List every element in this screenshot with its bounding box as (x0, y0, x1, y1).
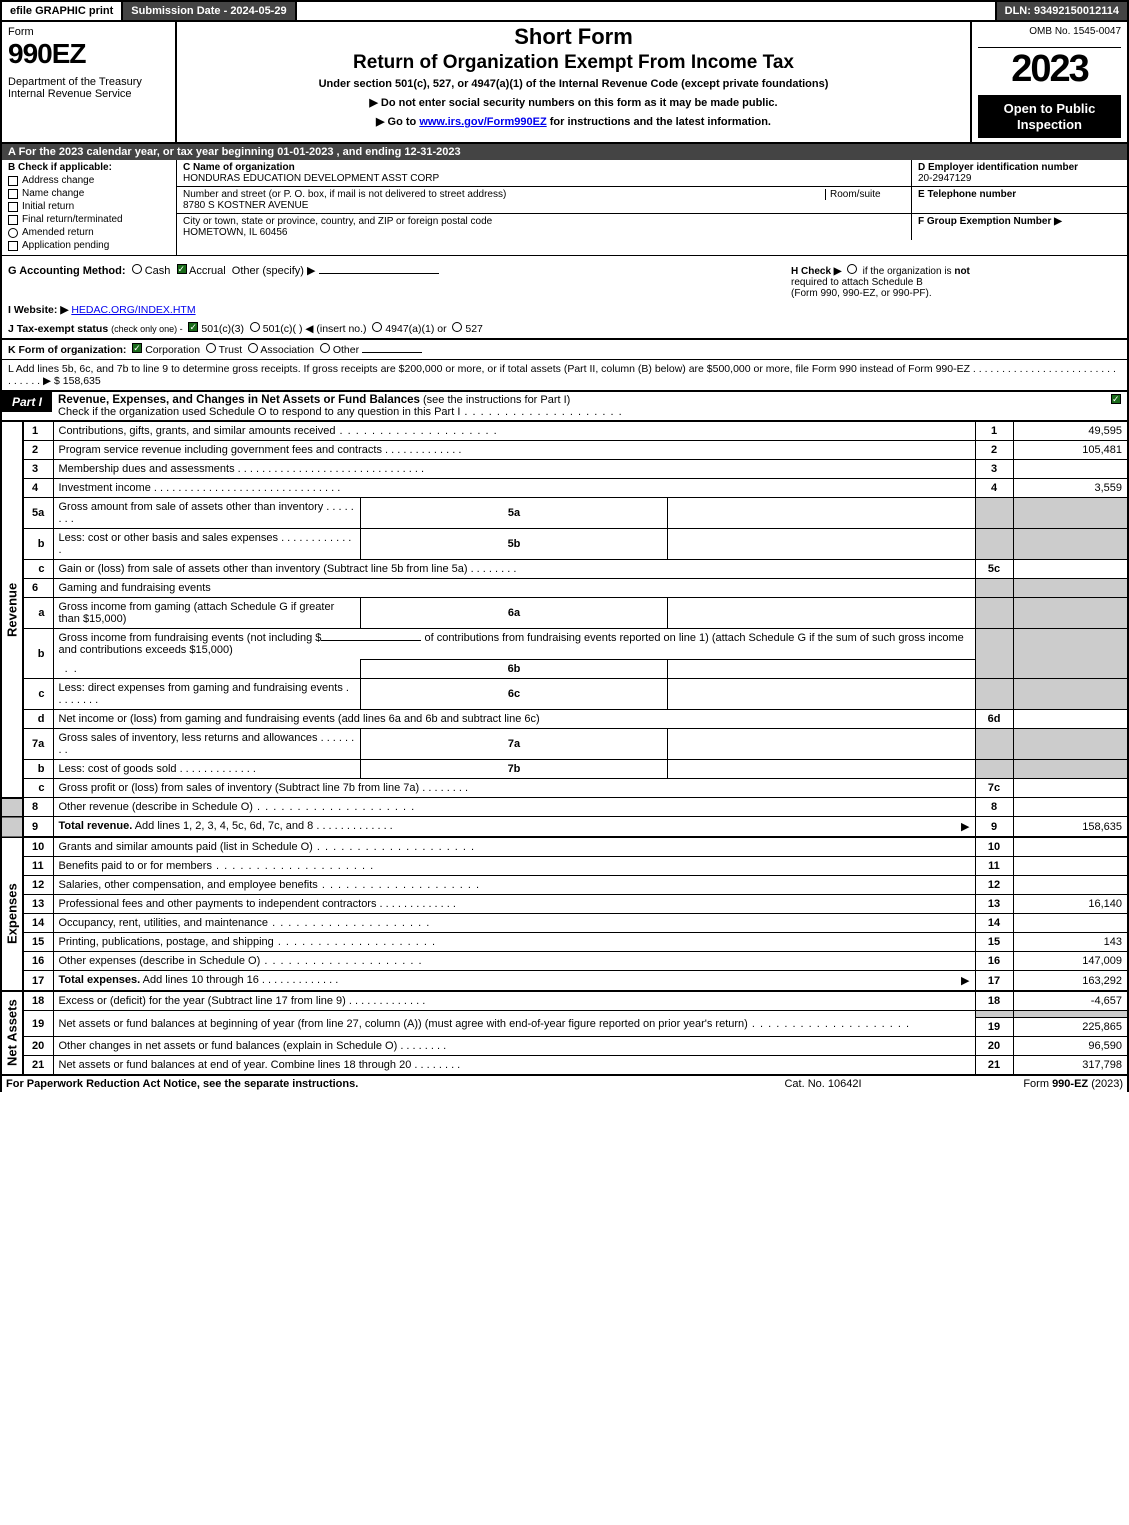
chk-other-org[interactable] (320, 343, 330, 353)
acct-cash[interactable] (132, 264, 142, 274)
chk-501c3[interactable] (188, 322, 198, 332)
chk-application-pending[interactable] (8, 241, 18, 251)
submission-date: Submission Date - 2024-05-29 (123, 2, 296, 20)
chk-schedule-o-part1[interactable] (1111, 394, 1121, 404)
dln: DLN: 93492150012114 (995, 2, 1127, 20)
line-a-tax-year: A For the 2023 calendar year, or tax yea… (0, 144, 1129, 160)
amt-line-13: 16,140 (1013, 895, 1128, 914)
amt-line-20: 96,590 (1013, 1037, 1128, 1056)
efile-print[interactable]: efile GRAPHIC print (2, 2, 123, 20)
form-footer: Form 990-EZ (2023) (923, 1078, 1123, 1090)
chk-501c[interactable] (250, 322, 260, 332)
form-header: Form 990EZ Department of the Treasury In… (0, 22, 1129, 144)
form-number: 990EZ (8, 38, 169, 70)
amt-line-14 (1013, 914, 1128, 933)
amt-line-17: 163,292 (1013, 971, 1128, 992)
part-1-header: Part I Revenue, Expenses, and Changes in… (0, 391, 1129, 421)
section-i-website: I Website: ▶ HEDAC.ORG/INDEX.HTM (0, 301, 1129, 319)
amt-line-8 (1013, 798, 1128, 817)
acct-accrual[interactable] (177, 264, 187, 274)
chk-amended-return[interactable] (8, 228, 18, 238)
paperwork-notice: For Paperwork Reduction Act Notice, see … (6, 1078, 723, 1090)
tax-year: 2023 (978, 48, 1121, 91)
return-title: Return of Organization Exempt From Incom… (183, 52, 964, 74)
instr-goto: ▶ Go to www.irs.gov/Form990EZ for instru… (183, 115, 964, 128)
website-link[interactable]: HEDAC.ORG/INDEX.HTM (71, 304, 195, 316)
amt-line-1: 49,595 (1013, 422, 1128, 441)
city-state-zip: HOMETOWN, IL 60456 (183, 227, 905, 238)
amt-line-5a-box (668, 498, 975, 529)
lines-table: Revenue 1 Contributions, gifts, grants, … (0, 421, 1129, 1076)
amt-line-16: 147,009 (1013, 952, 1128, 971)
amt-line-6c-box (668, 679, 975, 710)
section-b-check-applicable: B Check if applicable: Address change Na… (2, 160, 177, 255)
irs-link[interactable]: www.irs.gov/Form990EZ (419, 116, 546, 128)
amt-line-6d (1013, 710, 1128, 729)
section-b-through-f: B Check if applicable: Address change Na… (0, 160, 1129, 256)
chk-association[interactable] (248, 343, 258, 353)
short-form-title: Short Form (183, 24, 964, 50)
amt-line-7a-box (668, 729, 975, 760)
street-address: 8780 S KOSTNER AVENUE (183, 200, 905, 211)
open-public-inspection: Open to Public Inspection (978, 95, 1121, 138)
amt-line-12 (1013, 876, 1128, 895)
amt-line-7c (1013, 779, 1128, 798)
chk-527[interactable] (452, 322, 462, 332)
chk-4947a1[interactable] (372, 322, 382, 332)
amt-line-15: 143 (1013, 933, 1128, 952)
amt-line-6a-box (668, 598, 975, 629)
amt-line-18: -4,657 (1013, 991, 1128, 1011)
chk-initial-return[interactable] (8, 202, 18, 212)
vlabel-revenue: Revenue (1, 422, 23, 798)
amt-line-10 (1013, 837, 1128, 857)
amt-line-2: 105,481 (1013, 441, 1128, 460)
acct-other-input[interactable] (319, 273, 439, 274)
amt-line-11 (1013, 857, 1128, 876)
chk-address-change[interactable] (8, 176, 18, 186)
amt-line-5b-box (668, 529, 975, 560)
chk-trust[interactable] (206, 343, 216, 353)
amt-line-3 (1013, 460, 1128, 479)
gross-receipts-total: $ 158,635 (54, 375, 101, 387)
dept-treasury: Department of the Treasury Internal Reve… (8, 76, 169, 100)
form-word: Form (8, 26, 169, 38)
vlabel-net-assets: Net Assets (1, 991, 23, 1075)
amt-line-19: 225,865 (1013, 1018, 1128, 1037)
top-bar: efile GRAPHIC print Submission Date - 20… (0, 0, 1129, 22)
instr-no-ssn: ▶ Do not enter social security numbers o… (183, 96, 964, 109)
amt-line-21: 317,798 (1013, 1056, 1128, 1076)
section-g-h: G Accounting Method: Cash Accrual Other … (0, 256, 1129, 301)
section-l-gross-receipts: L Add lines 5b, 6c, and 7b to line 9 to … (0, 360, 1129, 391)
chk-corporation[interactable] (132, 343, 142, 353)
page-footer: For Paperwork Reduction Act Notice, see … (0, 1076, 1129, 1092)
section-k-form-org: K Form of organization: Corporation Trus… (0, 339, 1129, 360)
org-name: HONDURAS EDUCATION DEVELOPMENT ASST CORP (183, 173, 905, 184)
amt-line-6b-box (668, 660, 975, 679)
chk-h-not-required[interactable] (847, 264, 857, 274)
amt-line-5c (1013, 560, 1128, 579)
chk-name-change[interactable] (8, 189, 18, 199)
ein: 20-2947129 (918, 173, 1121, 184)
section-j-tax-exempt: J Tax-exempt status (check only one) - 5… (0, 319, 1129, 339)
header-subtitle: Under section 501(c), 527, or 4947(a)(1)… (183, 78, 964, 90)
part-1-label: Part I (2, 392, 52, 412)
chk-final-return[interactable] (8, 215, 18, 225)
amt-line-4: 3,559 (1013, 479, 1128, 498)
omb-number: OMB No. 1545-0047 (978, 26, 1121, 48)
amt-line-9: 158,635 (1013, 817, 1128, 838)
amt-line-7b-box (668, 760, 975, 779)
cat-no: Cat. No. 10642I (723, 1078, 923, 1090)
vlabel-expenses: Expenses (1, 837, 23, 991)
